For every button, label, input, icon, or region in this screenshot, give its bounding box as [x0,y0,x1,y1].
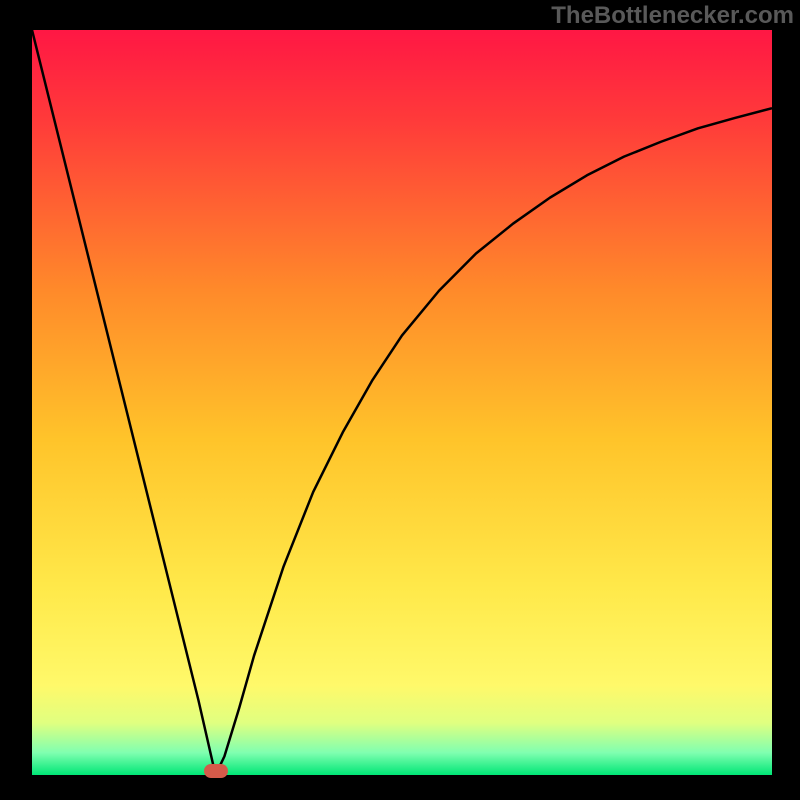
plot-area [32,30,772,775]
optimum-marker [204,764,228,778]
bottleneck-curve [32,30,772,775]
curve-path [32,30,772,775]
chart-frame: TheBottlenecker.com [0,0,800,800]
attribution-label: TheBottlenecker.com [551,2,794,30]
